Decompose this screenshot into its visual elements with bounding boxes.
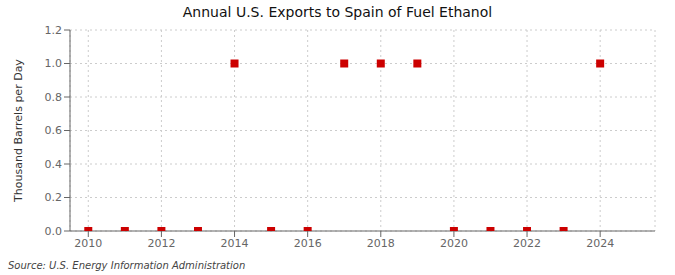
html-text:Source: U.S. Energy Informatio: Source: U.S. Energy Information Administ… <box>8 260 246 271</box>
svg-text:2010: 2010 <box>74 237 102 250</box>
svg-text:1.2: 1.2 <box>45 24 63 37</box>
svg-text:1.0: 1.0 <box>45 57 63 70</box>
html-text:Annual U.S. Exports to Spain o: Annual U.S. Exports to Spain of Fuel Eth… <box>182 4 493 20</box>
svg-text:0.6: 0.6 <box>45 124 63 137</box>
svg-text:0.8: 0.8 <box>45 91 63 104</box>
svg-text:0.0: 0.0 <box>45 225 63 238</box>
svg-text:2016: 2016 <box>294 237 322 250</box>
svg-text:Thousand Barrels per Day: Thousand Barrels per Day <box>12 59 25 203</box>
svg-text:2020: 2020 <box>440 237 468 250</box>
svg-text:2014: 2014 <box>221 237 249 250</box>
svg-text:2012: 2012 <box>147 237 175 250</box>
svg-text:2024: 2024 <box>586 237 614 250</box>
svg-text:2018: 2018 <box>367 237 395 250</box>
svg-text:0.2: 0.2 <box>45 191 63 204</box>
svg-text:2022: 2022 <box>513 237 541 250</box>
svg-text:0.4: 0.4 <box>45 158 63 171</box>
